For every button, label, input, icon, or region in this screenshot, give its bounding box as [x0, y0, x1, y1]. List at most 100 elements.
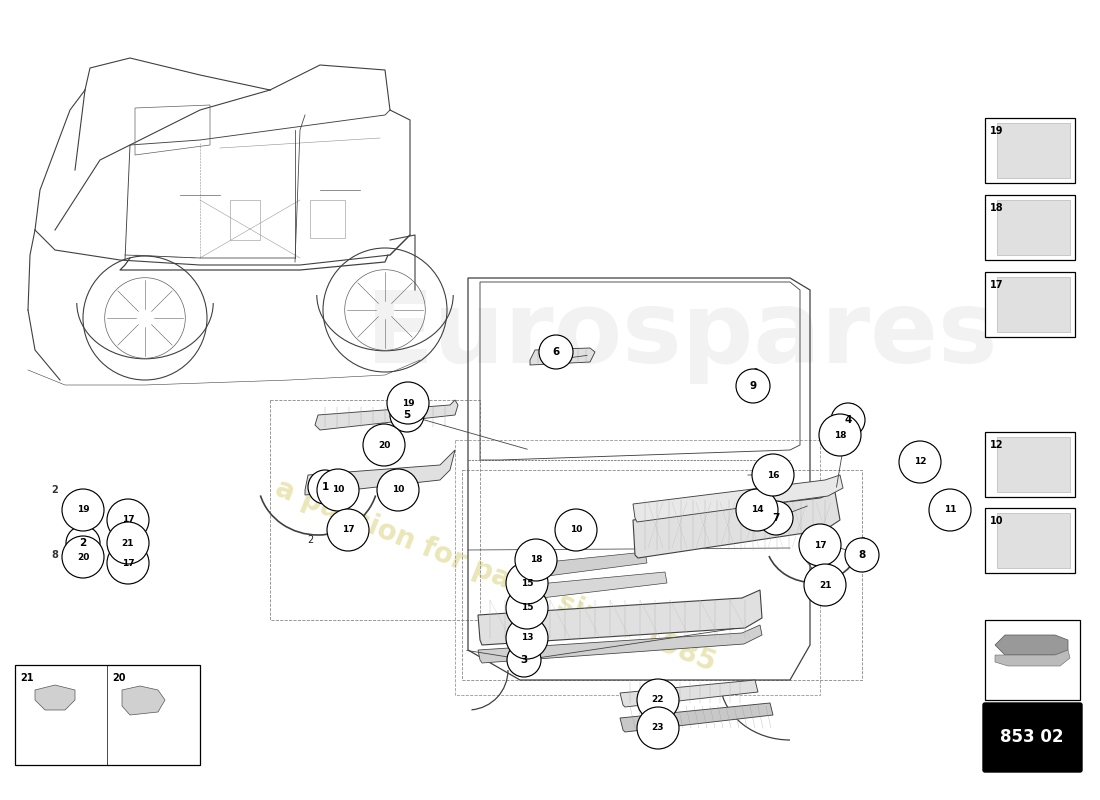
Circle shape	[507, 643, 541, 677]
FancyBboxPatch shape	[984, 508, 1075, 573]
Circle shape	[62, 489, 104, 531]
FancyBboxPatch shape	[997, 277, 1070, 332]
Circle shape	[637, 707, 679, 749]
Text: 16: 16	[767, 470, 779, 479]
Circle shape	[845, 538, 879, 572]
Text: 6: 6	[554, 337, 561, 347]
Polygon shape	[738, 505, 818, 532]
Polygon shape	[478, 590, 762, 645]
Circle shape	[317, 469, 359, 511]
Circle shape	[526, 571, 544, 589]
Text: 19: 19	[402, 398, 415, 407]
Circle shape	[736, 489, 778, 531]
Text: 10: 10	[570, 526, 582, 534]
Polygon shape	[122, 686, 165, 715]
Text: 4: 4	[849, 403, 855, 413]
Text: 5: 5	[404, 410, 410, 420]
Circle shape	[390, 398, 424, 432]
Circle shape	[930, 489, 971, 531]
FancyBboxPatch shape	[984, 195, 1075, 260]
Circle shape	[387, 382, 429, 424]
Circle shape	[752, 454, 794, 496]
Circle shape	[799, 524, 842, 566]
Polygon shape	[305, 450, 455, 495]
FancyBboxPatch shape	[984, 620, 1080, 700]
Circle shape	[377, 469, 419, 511]
Text: 20: 20	[112, 673, 125, 683]
Text: 6: 6	[552, 347, 560, 357]
Text: 2: 2	[79, 538, 87, 548]
Text: 17: 17	[122, 515, 134, 525]
Circle shape	[556, 509, 597, 551]
Polygon shape	[530, 348, 595, 365]
FancyBboxPatch shape	[997, 437, 1070, 492]
Circle shape	[736, 369, 770, 403]
Text: 9: 9	[749, 381, 757, 391]
FancyBboxPatch shape	[997, 513, 1070, 568]
Text: 3: 3	[520, 655, 528, 665]
FancyBboxPatch shape	[984, 432, 1075, 497]
Text: 19: 19	[990, 126, 1003, 136]
Text: 16: 16	[767, 457, 779, 467]
FancyBboxPatch shape	[997, 200, 1070, 255]
Text: 2: 2	[307, 535, 314, 545]
Text: 12: 12	[914, 458, 926, 466]
Text: 15: 15	[520, 603, 534, 613]
Polygon shape	[632, 475, 843, 522]
Text: 8: 8	[859, 537, 865, 547]
Text: 2: 2	[52, 485, 58, 495]
Text: 20: 20	[77, 553, 89, 562]
Circle shape	[66, 526, 100, 560]
Text: 18: 18	[530, 555, 542, 565]
Text: 13: 13	[520, 634, 534, 642]
Circle shape	[62, 536, 104, 578]
Text: 10: 10	[332, 486, 344, 494]
Text: 12: 12	[916, 443, 928, 453]
Circle shape	[820, 414, 861, 456]
Text: 14: 14	[750, 506, 763, 514]
Text: 18: 18	[990, 203, 1003, 213]
Text: 7: 7	[757, 497, 763, 507]
Polygon shape	[632, 492, 840, 558]
Circle shape	[637, 679, 679, 721]
Text: a passion for parts since 1985: a passion for parts since 1985	[271, 474, 719, 678]
Text: 17: 17	[814, 541, 826, 550]
Text: 8: 8	[858, 550, 866, 560]
Circle shape	[107, 542, 148, 584]
Circle shape	[107, 499, 148, 541]
Circle shape	[308, 470, 342, 504]
Text: 9: 9	[752, 368, 758, 378]
Text: 10: 10	[392, 486, 404, 494]
Polygon shape	[996, 635, 1068, 655]
Text: 21: 21	[122, 538, 134, 547]
Text: 14: 14	[754, 493, 766, 503]
Polygon shape	[35, 685, 75, 710]
Text: 19: 19	[77, 506, 89, 514]
Text: 4: 4	[845, 415, 851, 425]
Circle shape	[363, 424, 405, 466]
Text: 17: 17	[342, 526, 354, 534]
FancyBboxPatch shape	[983, 703, 1082, 772]
Circle shape	[506, 562, 548, 604]
Text: 21: 21	[818, 581, 832, 590]
Text: 8: 8	[52, 550, 58, 560]
FancyBboxPatch shape	[997, 123, 1070, 178]
Text: 22: 22	[651, 695, 664, 705]
Text: 11: 11	[947, 493, 959, 503]
Circle shape	[539, 335, 573, 369]
Polygon shape	[478, 625, 762, 663]
Circle shape	[107, 522, 148, 564]
Circle shape	[515, 539, 557, 581]
FancyBboxPatch shape	[984, 272, 1075, 337]
Text: 1: 1	[321, 482, 329, 492]
Text: 10: 10	[990, 516, 1003, 526]
Text: 17: 17	[990, 280, 1003, 290]
Text: Eurospares: Eurospares	[365, 287, 999, 385]
Text: 18: 18	[834, 430, 846, 439]
Text: 12: 12	[990, 440, 1003, 450]
Polygon shape	[528, 552, 647, 578]
Polygon shape	[996, 650, 1070, 666]
Text: 7: 7	[772, 513, 780, 523]
Circle shape	[759, 501, 793, 535]
FancyBboxPatch shape	[984, 118, 1075, 183]
